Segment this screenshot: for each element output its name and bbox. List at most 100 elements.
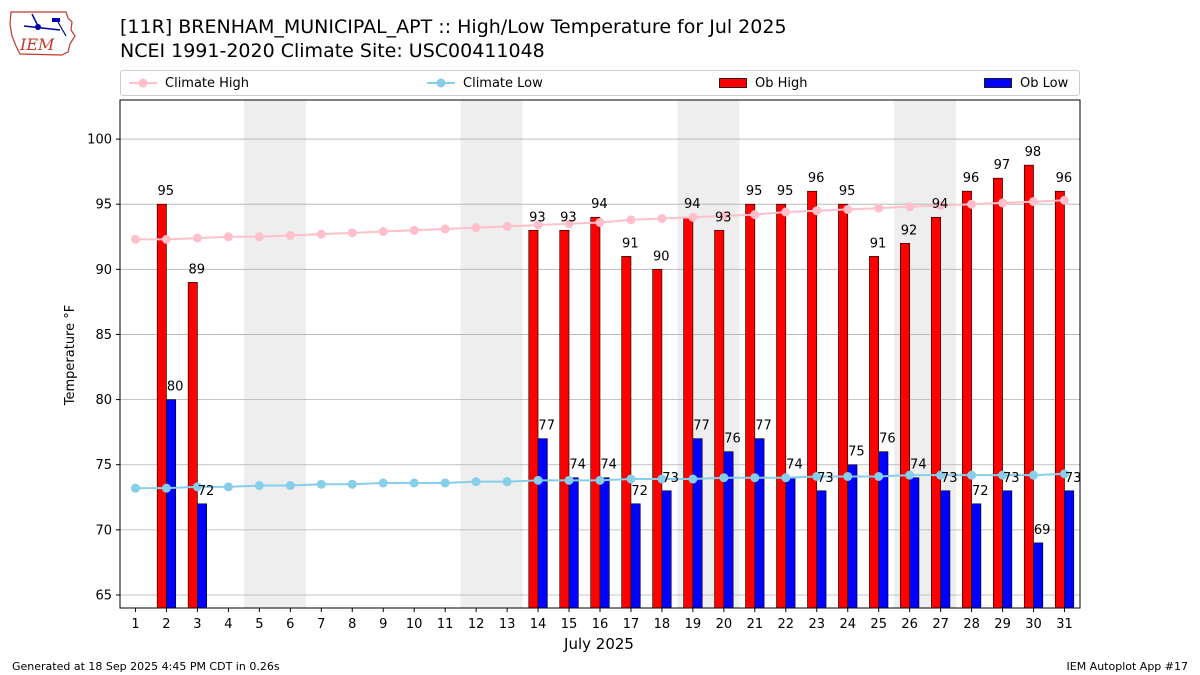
- climate-low-point: [1060, 469, 1070, 479]
- ob-low-bar: [166, 399, 177, 609]
- climate-high-point: [1060, 195, 1070, 205]
- x-tick-label: 24: [839, 617, 856, 632]
- ob-high-label: 96: [1056, 171, 1073, 186]
- climate-high-point: [440, 224, 450, 234]
- climate-low-point: [998, 470, 1008, 480]
- climate-high-point: [223, 232, 233, 242]
- chart-legend: Climate High Climate Low Ob High Ob Low: [120, 70, 1080, 96]
- climate-low-point: [1029, 470, 1039, 480]
- x-tick-label: 10: [406, 617, 423, 632]
- x-tick-label: 13: [499, 617, 516, 632]
- ob-low-bar: [785, 477, 796, 609]
- ob-low-label: 76: [879, 432, 896, 447]
- ob-high-label: 91: [870, 236, 887, 251]
- ob-high-bar: [590, 216, 601, 609]
- ob-high-bar: [156, 203, 167, 609]
- climate-high-point: [657, 214, 667, 224]
- climate-low-point: [750, 473, 760, 483]
- x-tick-label: 8: [348, 617, 356, 632]
- climate-high-point: [595, 217, 605, 227]
- climate-high-point: [936, 201, 946, 211]
- climate-high-point: [533, 220, 543, 230]
- ob-high-bar: [838, 203, 849, 609]
- ob-low-label: 72: [972, 484, 989, 499]
- climate-high-point: [781, 207, 791, 217]
- legend-item-climate-low: Climate Low: [427, 71, 543, 95]
- climate-low-point: [967, 470, 977, 480]
- x-tick-label: 12: [468, 617, 485, 632]
- ob-high-label: 96: [808, 171, 825, 186]
- x-tick-label: 22: [778, 617, 795, 632]
- y-tick-label: 75: [95, 458, 112, 473]
- ob-low-label: 69: [1034, 523, 1051, 538]
- climate-high-point: [502, 221, 512, 231]
- ob-low-label: 73: [1003, 471, 1020, 486]
- climate-low-point: [564, 475, 574, 485]
- ob-low-bar: [971, 503, 982, 609]
- x-tick-label: 21: [747, 617, 764, 632]
- ob-high-bar: [745, 203, 756, 609]
- climate-high-point: [285, 230, 295, 240]
- ob-low-bar: [754, 438, 765, 609]
- weekend-band: [243, 100, 306, 608]
- y-tick-label: 90: [95, 263, 112, 278]
- climate-low-point: [192, 482, 202, 492]
- climate-high-point: [688, 212, 698, 222]
- ob-low-label: 74: [569, 458, 586, 473]
- x-axis-title: July 2025: [563, 635, 634, 653]
- ob-low-label: 75: [848, 445, 865, 460]
- ob-high-bar: [621, 256, 632, 609]
- climate-low-point: [502, 477, 512, 487]
- ob-low-bar: [1064, 490, 1075, 609]
- x-tick-label: 1: [131, 617, 139, 632]
- x-tick-label: 5: [255, 617, 263, 632]
- ob-high-label: 94: [932, 197, 949, 212]
- y-tick-label: 100: [87, 133, 112, 148]
- ob-high-swatch-icon: [719, 78, 747, 88]
- climate-low-point: [533, 475, 543, 485]
- ob-low-label: 73: [662, 471, 679, 486]
- ob-high-bar: [714, 229, 725, 609]
- ob-high-label: 89: [189, 262, 206, 277]
- y-tick-label: 95: [95, 198, 112, 213]
- ob-low-label: 73: [941, 471, 958, 486]
- climate-high-line-icon: [129, 78, 157, 88]
- ob-high-label: 96: [963, 171, 980, 186]
- ob-high-bar: [683, 216, 694, 609]
- x-tick-label: 14: [530, 617, 547, 632]
- climate-low-point: [130, 483, 140, 493]
- climate-low-point: [316, 479, 326, 489]
- ob-high-label: 95: [777, 184, 794, 199]
- legend-label-climate-high: Climate High: [165, 75, 250, 91]
- climate-high-point: [967, 199, 977, 209]
- climate-high-point: [378, 227, 388, 237]
- ob-high-bar: [1023, 164, 1034, 609]
- ob-high-label: 95: [839, 184, 856, 199]
- chart-title: [11R] BRENHAM_MUNICIPAL_APT :: High/Low …: [120, 16, 787, 38]
- climate-high-point: [998, 198, 1008, 208]
- climate-high-point: [409, 225, 419, 235]
- ob-low-bar: [599, 477, 610, 609]
- climate-low-point: [347, 479, 357, 489]
- ob-high-label: 93: [560, 210, 577, 225]
- climate-low-point: [378, 478, 388, 488]
- ob-high-bar: [187, 282, 198, 609]
- climate-high-point: [750, 210, 760, 220]
- x-tick-label: 15: [561, 617, 578, 632]
- legend-label-ob-high: Ob High: [755, 75, 808, 91]
- ob-high-bar: [992, 177, 1003, 609]
- x-tick-label: 27: [932, 617, 949, 632]
- ob-low-bar: [661, 490, 672, 609]
- ob-high-bar: [776, 203, 787, 609]
- climate-high-point: [130, 234, 140, 244]
- climate-low-point: [285, 481, 295, 491]
- climate-high-point: [1029, 197, 1039, 207]
- ob-high-bar: [1054, 190, 1065, 609]
- climate-high-point: [719, 211, 729, 221]
- ob-low-label: 73: [817, 471, 834, 486]
- ob-low-label: 74: [786, 458, 803, 473]
- ob-high-bar: [528, 229, 539, 609]
- x-tick-label: 16: [592, 617, 609, 632]
- climate-high-point: [254, 232, 264, 242]
